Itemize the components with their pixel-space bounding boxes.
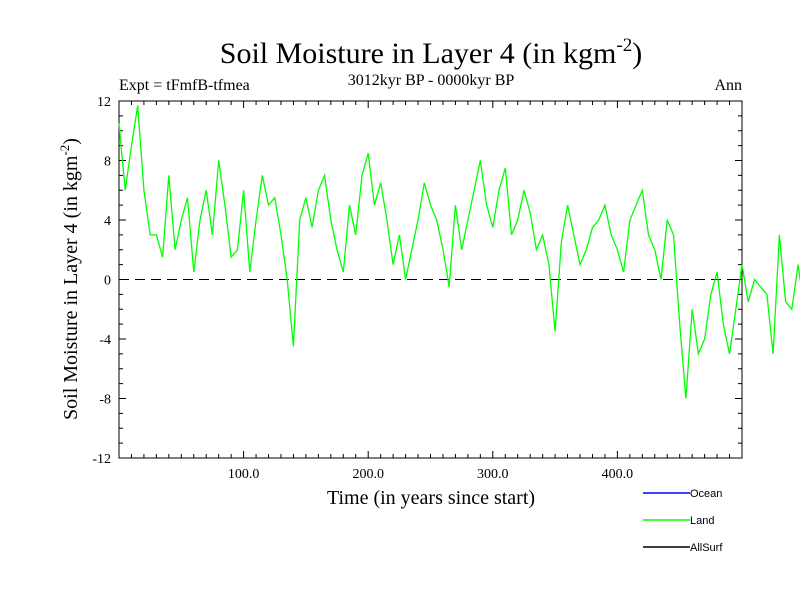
season-label: Ann [714,77,742,94]
x-tick-label: 100.0 [228,467,260,482]
chart-title-end: ) [632,37,642,70]
y-tick-label: -8 [99,393,111,408]
x-tick-label: 200.0 [352,467,384,482]
legend: Ocean Land AllSurf [643,488,723,554]
chart-subtitle: 3012kyr BP - 0000kyr BP [348,72,515,89]
x-axis-ticks: 100.0 200.0 300.0 400.0 [130,101,731,482]
y-tick-label: 0 [104,274,111,289]
chart-title: Soil Moisture in Layer 4 (in kgm-2) [220,35,642,70]
y-tick-label: -12 [92,452,111,467]
y-tick-label: 12 [97,95,111,110]
y-tick-label: -4 [99,333,111,348]
y-axis-label-main: Soil Moisture in Layer 4 (in kgm [60,155,82,420]
y-tick-label: 4 [104,214,111,229]
legend-label-land: Land [690,515,714,527]
series-line-land [118,105,800,399]
y-axis-ticks: -12 -8 -4 0 4 8 12 [92,95,742,467]
legend-label-allsurf: AllSurf [690,542,723,554]
experiment-label: Expt = tFmfB-tfmea [119,77,250,94]
x-tick-label: 300.0 [477,467,509,482]
chart-title-sup: -2 [616,35,632,56]
y-axis-label-end: ) [60,138,82,145]
legend-label-ocean: Ocean [690,488,722,500]
x-tick-label: 400.0 [602,467,634,482]
y-axis-label: Soil Moisture in Layer 4 (in kgm-2) [57,138,82,420]
chart-title-main: Soil Moisture in Layer 4 (in kgm [220,37,617,70]
x-axis-label: Time (in years since start) [327,487,535,509]
y-axis-label-sup: -2 [57,145,72,156]
y-tick-label: 8 [104,155,111,170]
